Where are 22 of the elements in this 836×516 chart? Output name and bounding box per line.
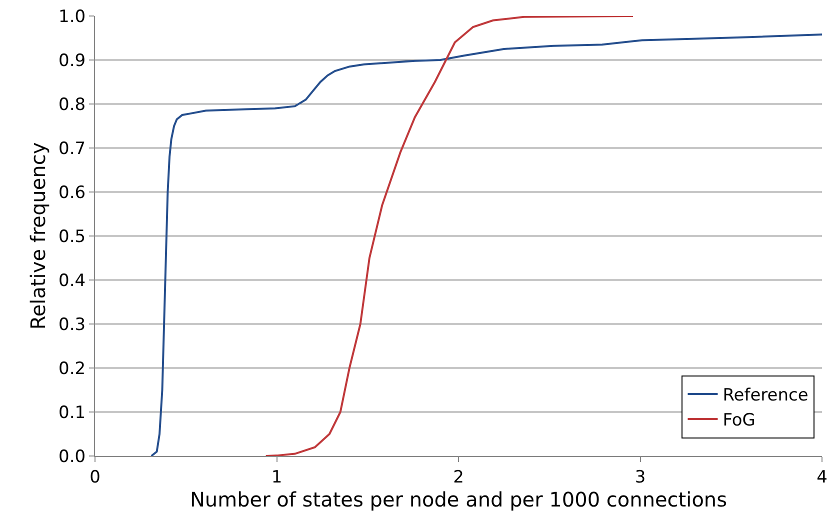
y-tick-label: 0.5 [58,226,86,247]
y-tick-label: 0.4 [58,270,86,291]
y-axis-title: Relative frequency [26,142,50,330]
y-tick-label: 1.0 [58,6,86,27]
y-tick-label: 0.7 [58,138,86,159]
y-tick-label: 0.9 [58,50,86,71]
x-tick-label: 2 [453,467,464,488]
y-tick-label: 0.6 [58,182,86,203]
line-series [150,33,822,456]
x-axis-title: Number of states per node and per 1000 connections [190,487,728,512]
y-tick-label: 0.8 [58,94,86,115]
x-tick-label: 0 [90,467,100,488]
x-tick-label: 1 [271,467,282,488]
x-tick-label: 4 [816,467,828,488]
y-tick-label: 0.3 [58,314,86,335]
legend-label: Reference [722,386,808,406]
x-tick-label: 3 [634,467,646,488]
y-tick-label: 0.2 [58,358,86,379]
y-tick-label: 0.1 [58,402,86,423]
line-series [264,16,634,456]
legend-label: FoG [722,410,756,431]
y-tick-label: 0.0 [58,446,86,467]
